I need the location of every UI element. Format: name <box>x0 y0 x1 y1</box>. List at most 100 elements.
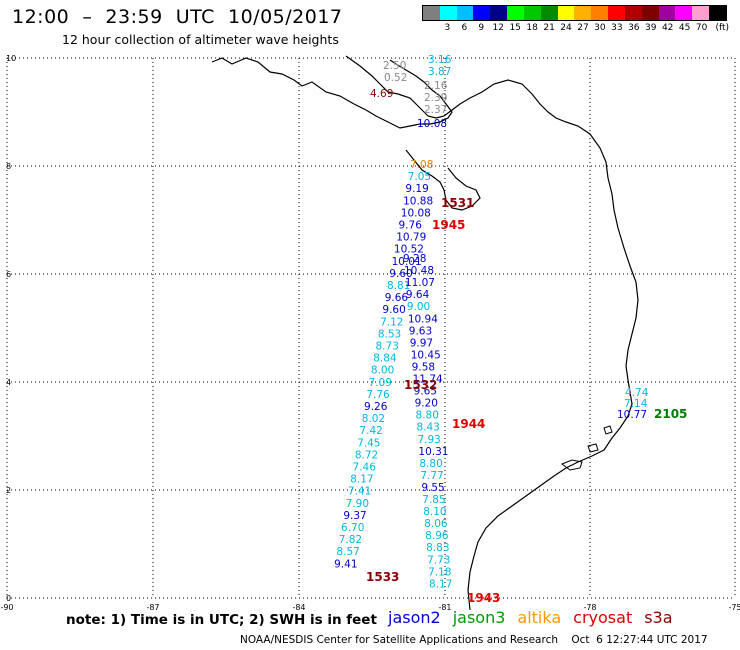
wave-height-value: 8.83 <box>426 542 449 554</box>
wave-height-value: 7.93 <box>417 434 440 446</box>
wave-height-value: 10.52 <box>394 244 424 256</box>
page-title: 12:00 – 23:59 UTC 10/05/2017 <box>12 6 343 28</box>
pass-time-label: 1533 <box>366 570 399 584</box>
wave-height-value: 10.08 <box>401 207 431 219</box>
wave-height-value: 7.41 <box>348 486 371 498</box>
wave-height-value: 9.60 <box>382 304 405 316</box>
wave-height-value: 7.12 <box>380 316 403 328</box>
wave-height-value: 4.69 <box>370 88 393 100</box>
color-scale-label: 30 <box>594 23 606 33</box>
wave-height-value: 11.07 <box>405 277 435 289</box>
color-scale-label: 36 <box>628 23 640 33</box>
color-swatch <box>608 6 625 20</box>
color-scale-label: 12 <box>492 23 504 33</box>
wave-height-value: 8.06 <box>424 518 448 530</box>
coastline <box>211 55 639 611</box>
wave-height-value: 7.05 <box>408 171 431 183</box>
wave-height-value: 10.79 <box>396 232 426 244</box>
wave-height-value: 8.17 <box>350 474 373 486</box>
central-america-coast <box>405 149 481 211</box>
wave-height-value: 9.60 <box>389 268 412 280</box>
wave-height-value: 9.26 <box>364 401 388 413</box>
color-swatch <box>709 6 726 20</box>
wave-height-value: 2.37 <box>424 104 447 116</box>
wave-height-value: 8.96 <box>425 530 449 542</box>
wave-height-value: 2.50 <box>383 60 406 72</box>
wave-height-value: 9.19 <box>405 183 428 195</box>
x-tick-label: -84 <box>292 603 305 612</box>
y-tick-label: 4 <box>6 378 11 387</box>
wave-height-color-scale: 3 6 9 12 15 18 21 24 27 30 33 36 39 42 45 70 (ft) <box>422 5 729 33</box>
color-scale-label: 18 <box>526 23 538 33</box>
color-scale-label: 9 <box>478 23 485 33</box>
color-scale-label: 3 <box>444 23 451 33</box>
color-swatch <box>507 6 524 20</box>
color-swatch <box>624 6 642 20</box>
color-scale-label: 45 <box>678 23 691 33</box>
y-tick-label: 2 <box>6 486 11 495</box>
wave-height-value: 7.85 <box>422 494 445 506</box>
wave-height-value: 0.52 <box>384 72 407 84</box>
wave-height-value: 8.84 <box>373 353 397 365</box>
wave-height-value: 10.45 <box>411 349 441 361</box>
color-scale-label: 24 <box>560 23 572 33</box>
legend-jason3: jason3 <box>452 608 506 627</box>
pass-time-label: 1945 <box>432 218 465 232</box>
wave-height-value: 7.45 <box>357 437 380 449</box>
pass-time-label: 1532 <box>404 378 437 392</box>
color-swatch <box>490 6 508 20</box>
color-scale-label: 21 <box>543 23 555 33</box>
x-tick-label: -87 <box>146 603 159 612</box>
wave-height-value: 10.94 <box>408 313 438 325</box>
color-scale-label: 42 <box>661 23 674 33</box>
page-subtitle: 12 hour collection of altimeter wave hei… <box>62 32 339 47</box>
wave-height-value: 2.39 <box>424 92 447 104</box>
footer-credit: NOAA/NESDIS Center for Satellite Applica… <box>240 634 708 646</box>
wave-height-value: 7.46 <box>353 462 377 474</box>
color-swatch <box>641 6 659 20</box>
pass-time-label: 2105 <box>654 407 687 421</box>
wave-height-value: 8.10 <box>423 506 446 518</box>
pass-time-label: 1943 <box>467 591 500 605</box>
legend-s3a: s3a <box>644 608 673 627</box>
wave-height-value: 8.72 <box>355 449 378 461</box>
wave-height-value: 8.43 <box>416 422 439 434</box>
lat-lon-grid <box>6 57 736 599</box>
wave-height-value: 3.87 <box>428 66 451 78</box>
wave-height-value: 10.77 <box>617 409 647 421</box>
wave-height-value: 7.18 <box>428 566 451 578</box>
x-tick-label: -81 <box>438 603 451 612</box>
color-scale-label: 6 <box>461 23 468 33</box>
wave-height-labels: 2.500.52 4.69 2.162.392.37 3.163.87 10.08 7.0… <box>334 54 687 605</box>
color-swatch <box>658 6 676 20</box>
y-tick-label: 8 <box>6 162 11 171</box>
wave-height-value: 10.88 <box>403 195 433 207</box>
color-scale-swatches <box>422 5 727 21</box>
color-scale-label: 27 <box>577 23 589 33</box>
color-scale-label: 33 <box>611 23 623 33</box>
coastal-islands <box>560 425 613 471</box>
wave-height-value: 9.37 <box>343 510 366 522</box>
wave-height-value: 8.17 <box>429 578 452 590</box>
color-swatch <box>523 6 541 20</box>
legend-cryosat: cryosat <box>573 608 633 627</box>
color-scale-label: 39 <box>645 23 657 33</box>
wave-height-value: 8.73 <box>376 341 399 353</box>
color-swatch <box>540 6 558 20</box>
wave-height-value: 8.57 <box>336 546 359 558</box>
color-swatch <box>456 6 474 20</box>
color-swatch <box>574 6 592 20</box>
wave-height-value: 8.53 <box>378 328 401 340</box>
wave-height-value: 7.73 <box>427 554 450 566</box>
wave-height-value: 9.63 <box>409 325 432 337</box>
wave-height-value: 8.02 <box>362 413 385 425</box>
wave-height-value: 9.28 <box>403 253 426 265</box>
wave-height-value: 6.70 <box>341 522 364 534</box>
pass-time-label: 1531 <box>441 196 474 210</box>
wave-height-value: 7.76 <box>366 389 390 401</box>
satellite-legend: jason2 jason3 altika cryosat s3a <box>388 608 673 627</box>
wave-height-value: 7.14 <box>624 398 648 410</box>
wave-height-value: 10.08 <box>417 118 447 130</box>
wave-height-value: 9.00 <box>407 301 430 313</box>
